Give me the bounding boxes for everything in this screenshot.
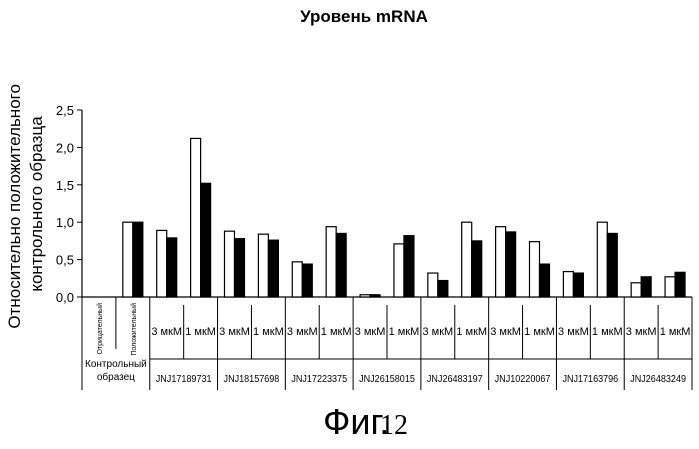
compound-label: JNJ18157698 bbox=[224, 374, 280, 385]
dose-label: 3 мкМ bbox=[558, 326, 589, 338]
y-tick-label: 0,0 bbox=[56, 290, 74, 305]
y-axis-label: Относительно положительного контрольного… bbox=[5, 79, 46, 328]
control-group-label-line-1: Контрольный bbox=[85, 359, 147, 370]
dose-label: 3 мкМ bbox=[422, 326, 453, 338]
dose-label: 3 мкМ bbox=[626, 326, 657, 338]
bars bbox=[123, 138, 685, 297]
compound-label: JNJ26483249 bbox=[630, 374, 686, 385]
dose-label: 1 мкМ bbox=[389, 326, 420, 338]
dose-label: 3 мкМ bbox=[287, 326, 318, 338]
x-axis-labels: Отрицательный Положительный Контрольныйобр… bbox=[82, 297, 692, 390]
compound-label: JNJ26483197 bbox=[427, 374, 483, 385]
compound-jnj17163796-3um-bar-white bbox=[563, 272, 573, 297]
y-tick-label: 2,5 bbox=[56, 103, 74, 118]
dose-label: 1 мкМ bbox=[185, 326, 216, 338]
compound-jnj26483249-1um-bar-black bbox=[675, 272, 685, 297]
compound-jnj17189731-1um-bar-white bbox=[191, 138, 201, 297]
compound-jnj17163796-1um-bar-black bbox=[607, 233, 617, 297]
y-tick-label: 1,5 bbox=[56, 178, 74, 193]
compound-label: JNJ17223375 bbox=[291, 374, 347, 385]
compound-jnj26483197-1um-bar-white bbox=[462, 222, 472, 297]
y-axis-label-line-2: контрольного образца bbox=[27, 116, 46, 292]
compound-label: JNJ10220067 bbox=[495, 374, 551, 385]
compound-jnj18157698-1um-bar-white bbox=[258, 234, 268, 297]
control-negative-label: Отрицательный bbox=[96, 303, 104, 355]
compound-label: JNJ17163796 bbox=[562, 374, 618, 385]
compound-jnj10220067-3um-bar-white bbox=[496, 227, 506, 297]
y-axis-label-line-1: Относительно положительного bbox=[5, 84, 24, 329]
compound-jnj17163796-3um-bar-black bbox=[573, 273, 583, 297]
compound-jnj26483197-1um-bar-black bbox=[472, 241, 482, 297]
compound-jnj10220067-1um-bar-black bbox=[540, 264, 550, 297]
dose-label: 1 мкМ bbox=[660, 326, 691, 338]
compound-jnj17189731-1um-bar-black bbox=[201, 183, 211, 297]
compound-jnj17223375-1um-bar-white bbox=[326, 227, 336, 297]
compound-jnj26483249-3um-bar-black bbox=[641, 277, 651, 297]
compound-jnj18157698-3um-bar-black bbox=[235, 239, 245, 297]
compound-jnj17189731-3um-bar-black bbox=[167, 238, 177, 297]
chart-title: Уровень mRNA bbox=[300, 7, 428, 26]
compound-jnj26483197-3um-bar-black bbox=[438, 281, 448, 297]
compound-jnj10220067-3um-bar-black bbox=[506, 232, 516, 297]
compound-jnj17223375-1um-bar-black bbox=[336, 233, 346, 297]
compound-jnj26158015-3um-bar-white bbox=[360, 295, 370, 297]
compound-jnj17189731-3um-bar-white bbox=[157, 230, 167, 297]
y-tick-label: 1,0 bbox=[56, 215, 74, 230]
compound-label: JNJ26158015 bbox=[359, 374, 415, 385]
dose-label: 1 мкМ bbox=[524, 326, 555, 338]
compound-jnj17223375-3um-bar-black bbox=[302, 264, 312, 297]
control-positive-bar-black bbox=[133, 222, 143, 297]
dose-label: 1 мкМ bbox=[321, 326, 352, 338]
compound-jnj26158015-1um-bar-white bbox=[394, 244, 404, 297]
dose-label: 1 мкМ bbox=[253, 326, 284, 338]
compound-jnj17163796-1um-bar-white bbox=[597, 222, 607, 297]
compound-jnj18157698-1um-bar-black bbox=[268, 240, 278, 297]
y-tick-label: 2,0 bbox=[56, 140, 74, 155]
compound-jnj17223375-3um-bar-white bbox=[292, 262, 302, 297]
compound-jnj18157698-3um-bar-white bbox=[225, 231, 235, 297]
dose-label: 3 мкМ bbox=[355, 326, 386, 338]
dose-label: 3 мкМ bbox=[151, 326, 182, 338]
compound-jnj26158015-3um-bar-black bbox=[370, 295, 380, 297]
compound-jnj26483249-3um-bar-white bbox=[631, 283, 641, 297]
compound-label: JNJ17189731 bbox=[156, 374, 212, 385]
y-tick-label: 0,5 bbox=[56, 253, 74, 268]
figure-number: 12 bbox=[380, 410, 408, 441]
control-group-label-line-2: образец bbox=[97, 371, 135, 383]
compound-jnj10220067-1um-bar-white bbox=[530, 242, 540, 297]
dose-label: 3 мкМ bbox=[490, 326, 521, 338]
dose-label: 1 мкМ bbox=[592, 326, 623, 338]
dose-label: 1 мкМ bbox=[456, 326, 487, 338]
compound-jnj26158015-1um-bar-black bbox=[404, 236, 414, 297]
compound-jnj26483197-3um-bar-white bbox=[428, 273, 438, 297]
dose-label: 3 мкМ bbox=[219, 326, 250, 338]
control-positive-label: Положительный bbox=[130, 303, 138, 356]
control-positive-bar-white bbox=[123, 222, 133, 297]
axes: 0,0 0,5 1,0 1,5 2,0 2,5 bbox=[56, 103, 692, 305]
compound-jnj26483249-1um-bar-white bbox=[665, 277, 675, 297]
